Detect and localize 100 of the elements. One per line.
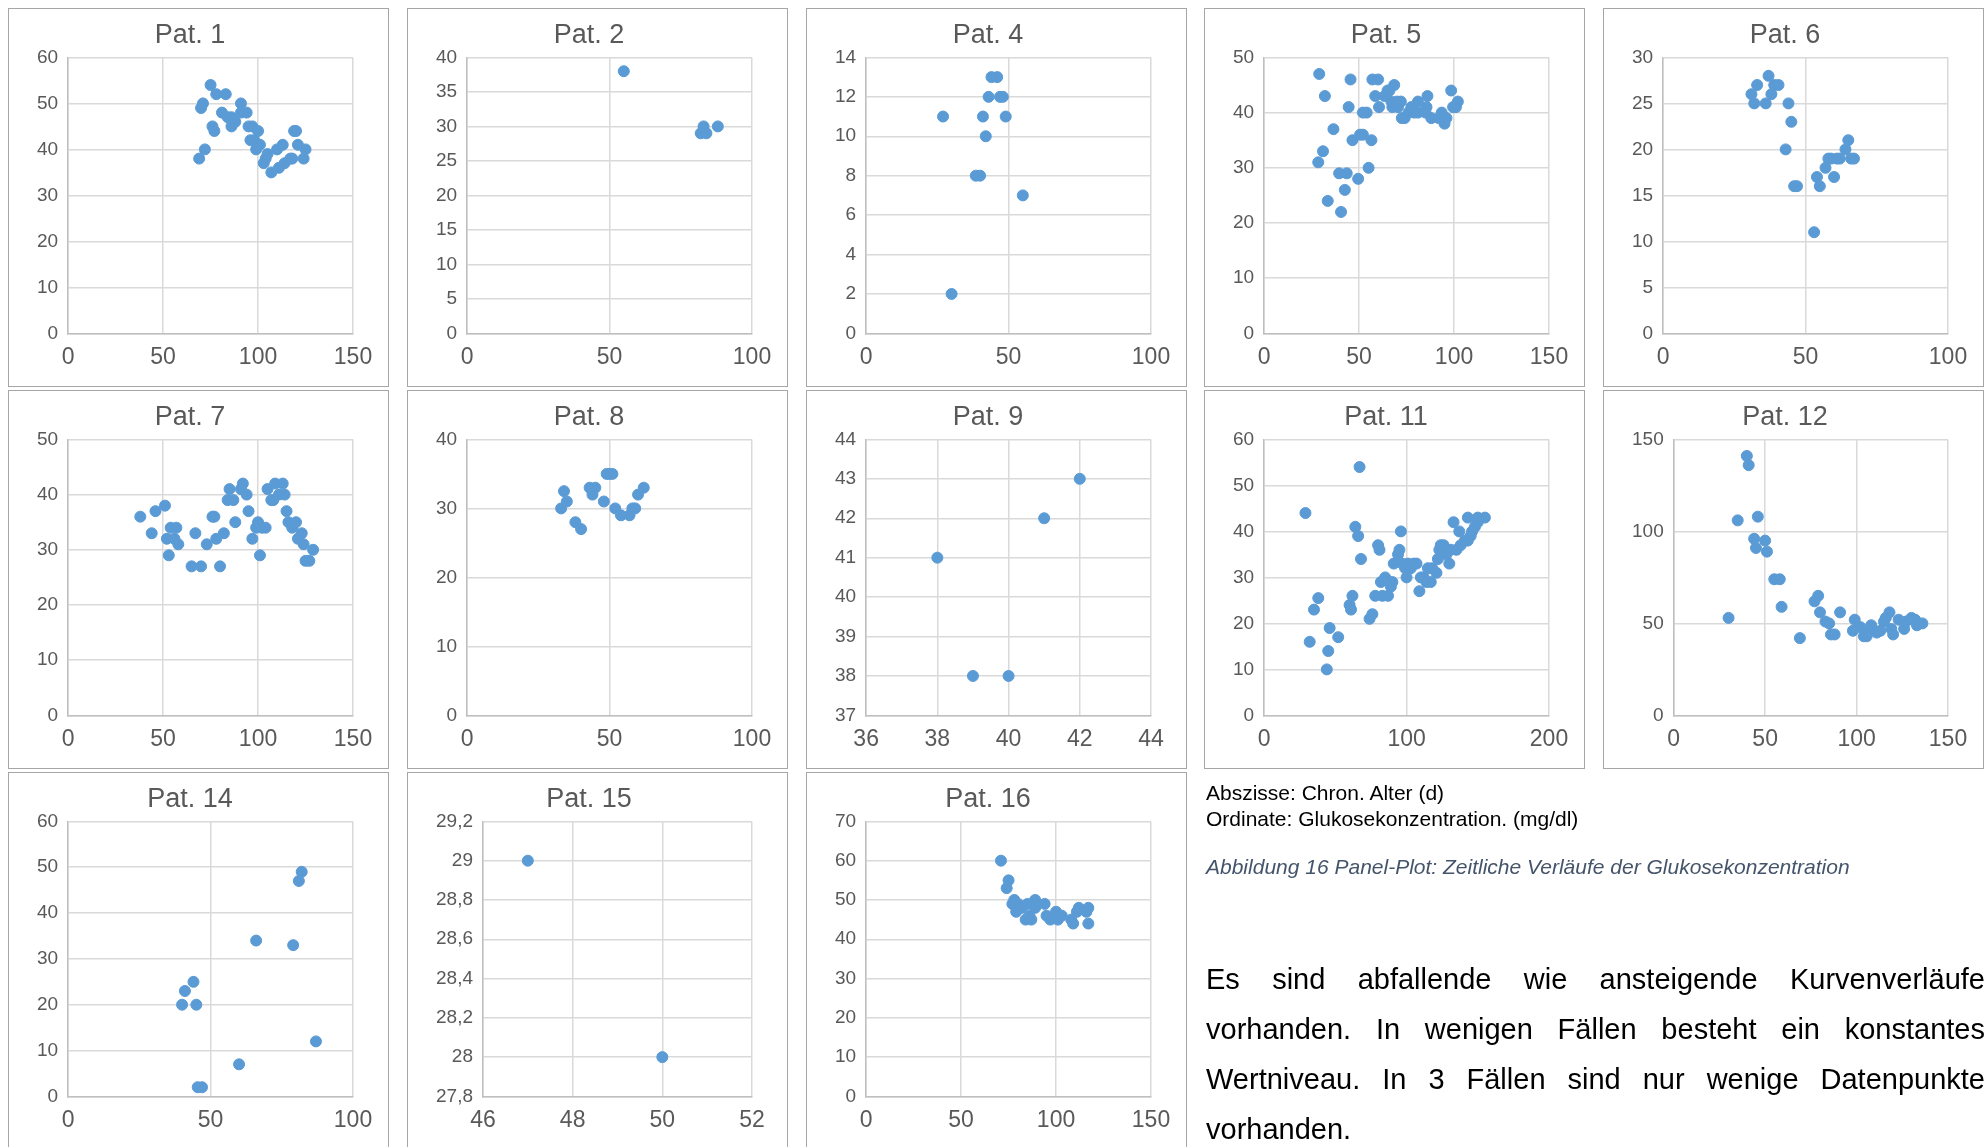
x-tick-label: 100 [238, 342, 278, 369]
text: Abszisse: Chron. Alter (d) [1206, 780, 1446, 806]
x-tick-label: 50 [1346, 342, 1372, 369]
x-tick-label: 200 [1529, 724, 1569, 751]
chart-title: Pat. 9 [952, 400, 1024, 431]
y-tick-label: 10 [36, 648, 59, 670]
y-tick-label: 50 [1232, 45, 1255, 67]
y-tick-label: 150 [1632, 427, 1664, 449]
y-tick-label: 28,8 [436, 888, 473, 910]
y-tick-label: 10 [834, 124, 857, 146]
x-tick-label: 100 [1928, 342, 1968, 369]
y-tick-label: 10 [1232, 657, 1255, 679]
y-tick-label: 60 [1232, 427, 1255, 449]
x-tick-label: 100 [1387, 724, 1426, 751]
y-tick-label: 10 [435, 252, 458, 274]
y-tick-label: 0 [845, 321, 857, 343]
x-tick-label: 100 [1131, 342, 1171, 369]
y-tick-label: 30 [36, 183, 59, 205]
y-tick-label: 40 [36, 901, 59, 923]
text: Abbildung 16 Panel-Plot: Zeitliche Verläufe der Glukosekonzentration [1206, 854, 1851, 880]
y-tick-label: 12 [834, 85, 857, 107]
y-tick-label: 20 [1232, 211, 1255, 233]
x-tick-label: 40 [995, 724, 1022, 751]
y-tick-label: 0 [1653, 703, 1664, 725]
y-tick-label: 29,2 [436, 809, 473, 831]
x-tick-label: 50 [1792, 342, 1819, 369]
y-tick-label: 5 [1642, 275, 1654, 297]
y-tick-label: 39 [834, 624, 857, 646]
y-tick-label: 20 [36, 992, 59, 1014]
y-tick-label: 38 [834, 664, 857, 686]
x-tick-label: 100 [1837, 724, 1876, 751]
y-tick-label: 27,8 [436, 1084, 473, 1106]
chart-title: Pat. 6 [1749, 18, 1821, 49]
y-tick-label: 6 [845, 203, 857, 225]
y-tick-label: 29 [451, 848, 473, 870]
y-tick-label: 43 [834, 467, 857, 489]
x-tick-label: 150 [1529, 342, 1569, 369]
chart-title: Pat. 4 [952, 18, 1024, 49]
y-tick-label: 40 [1232, 100, 1255, 122]
y-tick-label: 20 [36, 593, 59, 615]
chart-title: Pat. 7 [154, 400, 226, 431]
y-tick-label: 20 [1631, 137, 1654, 159]
y-tick-label: 41 [834, 545, 857, 567]
y-tick-label: 30 [36, 947, 59, 969]
x-tick-label: 42 [1066, 724, 1093, 751]
y-tick-label: 15 [435, 218, 458, 240]
y-tick-label: 0 [47, 321, 59, 343]
chart-title: Pat. 8 [553, 400, 625, 431]
x-tick-label: 150 [1131, 1105, 1171, 1132]
y-tick-label: 20 [36, 229, 59, 251]
y-tick-label: 4 [845, 242, 857, 264]
y-tick-label: 50 [36, 427, 59, 449]
y-tick-label: 37 [834, 703, 857, 725]
y-tick-label: 30 [36, 538, 59, 560]
y-tick-label: 30 [1631, 45, 1654, 67]
y-tick-label: 8 [845, 163, 857, 185]
x-tick-label: 100 [732, 342, 772, 369]
chart-title: Pat. 1 [154, 18, 226, 49]
y-tick-label: 40 [435, 427, 458, 449]
y-tick-label: 28,4 [436, 966, 474, 988]
y-tick-label: 10 [36, 1038, 59, 1060]
x-tick-label: 100 [1036, 1105, 1076, 1132]
y-tick-label: 40 [834, 927, 857, 949]
y-tick-label: 40 [36, 137, 59, 159]
chart-title: Pat. 11 [1344, 400, 1428, 431]
x-tick-label: 50 [596, 342, 623, 369]
chart-title: Pat. 5 [1350, 18, 1422, 49]
x-tick-label: 48 [559, 1105, 586, 1132]
y-tick-label: 15 [1631, 183, 1654, 205]
x-tick-label: 50 [150, 342, 176, 369]
y-tick-label: 28,2 [436, 1006, 473, 1028]
y-tick-label: 10 [834, 1045, 857, 1067]
x-tick-label: 100 [238, 724, 278, 751]
chart-title: Pat. 15 [546, 782, 632, 813]
chart-title: Pat. 14 [147, 782, 233, 813]
text: Ordinate: Glukosekonzentration. (mg/dl) [1206, 806, 1580, 832]
y-tick-label: 0 [1642, 321, 1654, 343]
y-tick-label: 30 [1232, 156, 1255, 178]
y-tick-label: 50 [36, 91, 59, 113]
y-tick-label: 10 [1631, 229, 1654, 251]
x-tick-label: 150 [333, 724, 373, 751]
x-tick-label: 50 [995, 342, 1022, 369]
y-tick-label: 0 [446, 703, 458, 725]
y-tick-label: 35 [435, 80, 458, 102]
y-tick-label: 50 [36, 855, 59, 877]
x-tick-label: 0 [1667, 724, 1681, 751]
y-tick-label: 50 [834, 888, 857, 910]
y-tick-label: 70 [834, 809, 857, 831]
x-tick-label: 100 [1434, 342, 1474, 369]
y-tick-label: 25 [1631, 91, 1654, 113]
y-tick-label: 40 [435, 45, 458, 67]
y-tick-label: 14 [834, 45, 857, 67]
x-tick-label: 100 [333, 1105, 373, 1132]
y-tick-label: 50 [1642, 611, 1664, 633]
x-tick-label: 50 [150, 724, 176, 751]
x-tick-label: 38 [924, 724, 951, 751]
y-tick-label: 60 [36, 809, 59, 831]
y-tick-label: 0 [47, 1084, 59, 1106]
y-tick-label: 28,6 [436, 927, 473, 949]
text: Es sind abfallende wie ansteigende Kurvenverläufe vorhanden. In wenigen Fällen besteht ein konstantes Wertniveau. In 3 Fällen sind nur wenige Datenpunkte vorhanden. [1206, 962, 1985, 1147]
